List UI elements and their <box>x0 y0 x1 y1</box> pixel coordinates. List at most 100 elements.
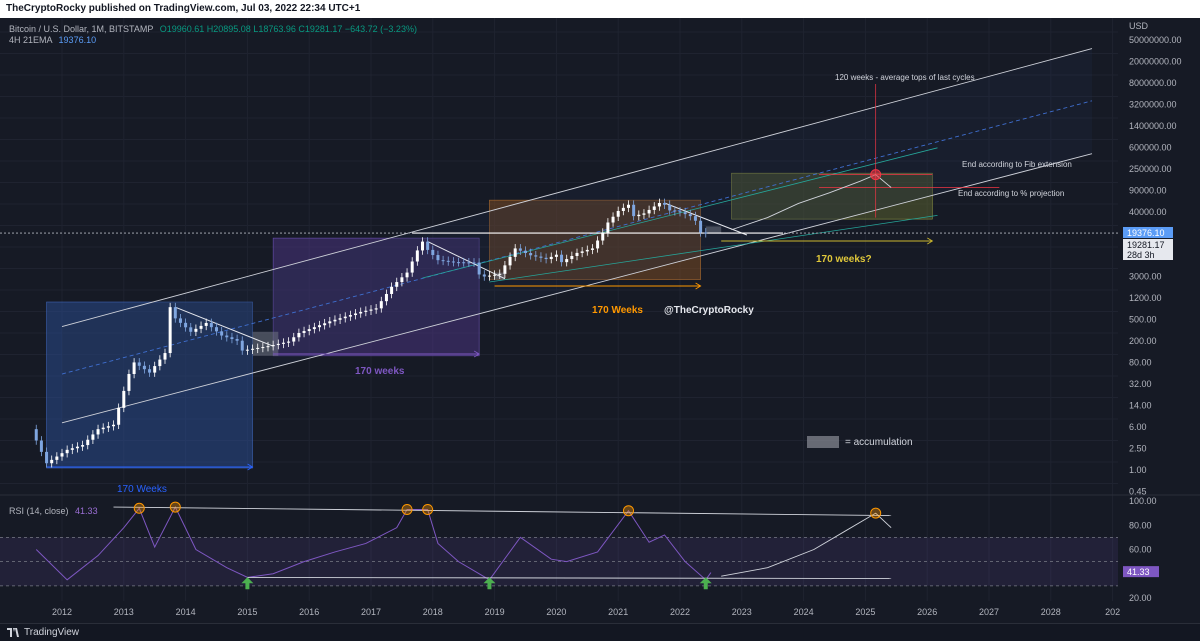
time-tick-label: 2026 <box>917 607 937 617</box>
candle-up <box>606 222 610 233</box>
candle-down <box>431 249 435 256</box>
candle-up <box>554 254 558 257</box>
rsi-top-marker <box>169 501 181 513</box>
candle-down <box>436 255 440 261</box>
time-tick-label: 2020 <box>546 607 566 617</box>
cycle-box-yellow <box>731 172 933 220</box>
symbol-legend: Bitcoin / U.S. Dollar, 1M, BITSTAMP O199… <box>9 24 417 34</box>
candle-up <box>292 337 296 342</box>
candle-up <box>343 316 347 319</box>
rsi-top-marker <box>870 507 882 519</box>
rsi-top-marker <box>623 505 634 517</box>
candle-up <box>498 273 502 275</box>
close-price-tag-bg <box>1123 239 1173 250</box>
candle-up <box>163 353 167 360</box>
rsi-bottom-arrow-icon <box>699 577 712 590</box>
accumulation-legend-label: = accumulation <box>845 437 913 448</box>
range-arrow-blue-head <box>247 463 254 471</box>
candle-down <box>663 202 667 205</box>
candle-up <box>384 293 388 302</box>
annotation-percent-projection: End according to % projection <box>958 189 1064 198</box>
time-tick-label: 2018 <box>423 607 443 617</box>
rsi-tick-label: 80.00 <box>1129 520 1152 530</box>
rsi-value-tag-bg <box>1123 566 1159 578</box>
candle-up <box>338 318 342 320</box>
candle-up <box>318 325 321 328</box>
ohlc-values: O19960.61 H20895.08 L18763.96 C19281.17 … <box>159 24 417 34</box>
price-tick-label: 600000.00 <box>1129 143 1172 153</box>
channel-lower-line <box>61 153 1093 424</box>
price-tick-label: 1.00 <box>1129 465 1147 475</box>
candle-up <box>621 207 625 211</box>
range-arrow-yellow-head <box>927 237 934 245</box>
annotation-tops-note: 120 weeks - average tops of last cycles <box>835 73 975 82</box>
price-tick-label: 250000.00 <box>1129 164 1172 174</box>
candle-down <box>632 204 636 217</box>
candle-up <box>601 232 605 241</box>
price-tick-label: 3200000.00 <box>1129 100 1177 110</box>
candle-down <box>215 327 218 332</box>
candle-up <box>127 374 131 391</box>
channel-middle-line <box>61 100 1093 375</box>
published-text: TheCryptoRocky published on TradingView.… <box>6 3 361 14</box>
ema-label: 4H 21EMA <box>9 35 53 45</box>
time-tick-label: 2019 <box>485 607 505 617</box>
candle-down <box>678 211 682 213</box>
candle-up <box>60 453 64 457</box>
cycle-box-blue <box>46 301 253 469</box>
cycle-descending-line <box>664 202 748 236</box>
time-tick-label: 2012 <box>52 607 72 617</box>
rsi-label: RSI (14, close) <box>9 506 69 516</box>
price-chart[interactable]: 50000000.00 20000000.00 8000000.00 3200000.… <box>0 18 1200 623</box>
price-tick-label: 500.00 <box>1129 315 1157 325</box>
candle-up <box>287 341 291 343</box>
rsi-bottom-arrow-icon <box>483 577 496 590</box>
candle-up <box>251 348 255 350</box>
candle-up <box>112 424 115 427</box>
annotation-170-weeks-yellow: 170 weeks? <box>816 254 872 265</box>
candle-up <box>570 255 574 260</box>
candle-down <box>534 255 538 257</box>
candle-down <box>704 232 708 234</box>
candle-down <box>544 257 548 260</box>
rsi-top-marker <box>133 502 145 514</box>
price-tick-label: 6.00 <box>1129 422 1147 432</box>
candle-down <box>560 254 564 263</box>
candle-up <box>91 434 95 440</box>
candle-up <box>333 319 337 322</box>
candle-up <box>364 310 368 312</box>
candle-up <box>86 439 90 446</box>
candle-up <box>580 251 584 253</box>
time-tick-label: 202 <box>1105 607 1120 617</box>
annotation-170-weeks-orange: 170 Weeks <box>592 305 643 316</box>
candle-down <box>426 241 430 250</box>
chart-area[interactable]: 50000000.00 20000000.00 8000000.00 3200000.… <box>0 18 1200 623</box>
candle-up <box>642 213 646 215</box>
candle-up <box>400 277 404 283</box>
price-tick-label: 8000000.00 <box>1129 78 1177 88</box>
candle-up <box>421 241 424 251</box>
candle-down <box>220 331 224 336</box>
candle-up <box>70 448 74 450</box>
candle-up <box>575 252 579 256</box>
rsi-value-tag: 41.33 <box>1127 567 1150 577</box>
candle-up <box>354 313 358 316</box>
annotation-170-weeks-purple: 170 weeks <box>355 366 405 377</box>
candle-down <box>137 362 141 366</box>
publisher-bar: TheCryptoRocky published on TradingView.… <box>0 0 1200 18</box>
candle-up <box>487 275 491 277</box>
candle-up <box>348 315 352 317</box>
accumulation-box <box>252 331 279 356</box>
candle-down <box>668 204 672 211</box>
candle-up <box>611 216 615 223</box>
candle-down <box>184 322 188 328</box>
accumulation-box <box>705 226 722 234</box>
time-tick-label: 2022 <box>670 607 690 617</box>
candle-down <box>209 322 213 328</box>
candle-up <box>297 332 301 338</box>
time-tick-label: 2025 <box>855 607 875 617</box>
candle-down <box>230 337 234 340</box>
rsi-tick-label: 60.00 <box>1129 545 1152 555</box>
rsi-tick-label: 100.00 <box>1129 496 1157 506</box>
price-tick-label: 3000.00 <box>1129 272 1162 282</box>
